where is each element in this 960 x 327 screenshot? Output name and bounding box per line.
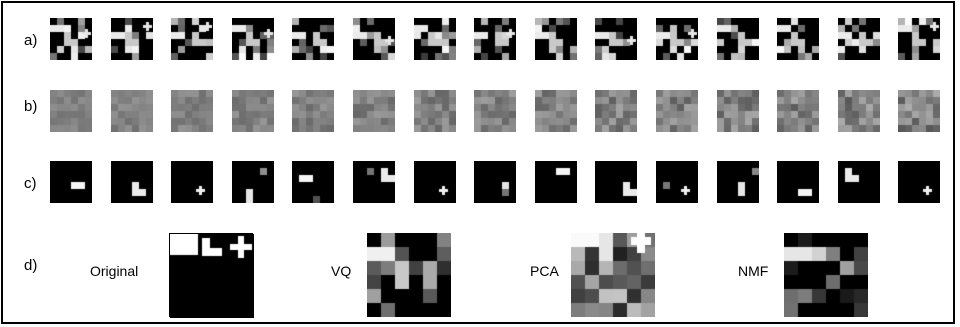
basis-tile-c (171, 161, 213, 203)
basis-tile-c (535, 161, 577, 203)
basis-tile-b (232, 90, 274, 132)
caption-vq: VQ (331, 263, 352, 279)
basis-tile-c (717, 161, 759, 203)
basis-tile-b (838, 90, 880, 132)
basis-tile-a (595, 18, 637, 60)
basis-tile-a (232, 18, 274, 60)
basis-tile-a (353, 18, 395, 60)
basis-tile-c (777, 161, 819, 203)
basis-tile-a (50, 18, 92, 60)
nmf-reconstruction (784, 233, 868, 317)
basis-tile-a (414, 18, 456, 60)
basis-tile-b (292, 90, 334, 132)
basis-tile-a (656, 18, 698, 60)
basis-tile-c (474, 161, 516, 203)
basis-tile-c (898, 161, 940, 203)
basis-tile-a (111, 18, 153, 60)
vq-reconstruction (367, 233, 451, 317)
basis-tile-c (292, 161, 334, 203)
basis-tile-b (656, 90, 698, 132)
basis-tile-a (535, 18, 577, 60)
pca-reconstruction (571, 233, 655, 317)
basis-tile-a (717, 18, 759, 60)
basis-tile-a (171, 18, 213, 60)
basis-tile-a (292, 18, 334, 60)
caption-original: Original (90, 263, 139, 279)
basis-tile-c (111, 161, 153, 203)
basis-tile-c (353, 161, 395, 203)
basis-tile-a (777, 18, 819, 60)
basis-tile-b (171, 90, 213, 132)
basis-tile-b (717, 90, 759, 132)
basis-tile-b (474, 90, 516, 132)
basis-tile-b (414, 90, 456, 132)
row-label-d: d) (24, 257, 38, 274)
basis-tile-b (111, 90, 153, 132)
original-image (169, 233, 254, 318)
caption-nmf: NMF (738, 263, 769, 279)
row-label-b: b) (24, 98, 38, 115)
basis-tile-a (838, 18, 880, 60)
basis-tile-a (474, 18, 516, 60)
caption-pca: PCA (530, 263, 559, 279)
basis-tile-c (656, 161, 698, 203)
basis-tile-c (50, 161, 92, 203)
basis-tile-b (898, 90, 940, 132)
basis-tile-c (414, 161, 456, 203)
row-label-a: a) (24, 32, 38, 49)
basis-tile-a (898, 18, 940, 60)
basis-tile-b (595, 90, 637, 132)
basis-tile-c (838, 161, 880, 203)
basis-tile-b (777, 90, 819, 132)
basis-tile-c (232, 161, 274, 203)
basis-tile-b (535, 90, 577, 132)
basis-tile-b (50, 90, 92, 132)
basis-tile-c (595, 161, 637, 203)
basis-tile-b (353, 90, 395, 132)
row-label-c: c) (24, 175, 37, 192)
